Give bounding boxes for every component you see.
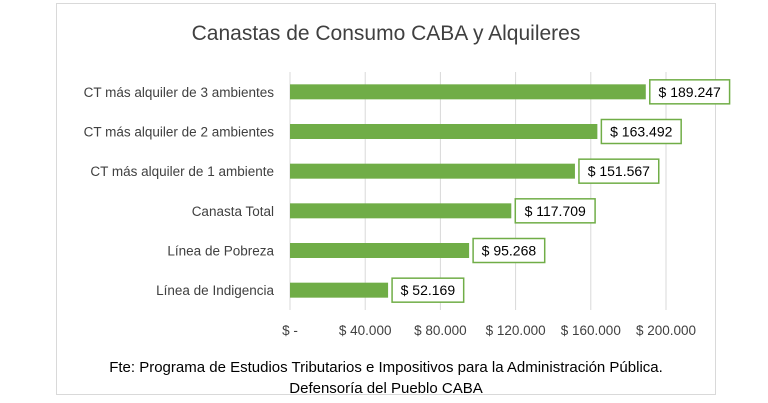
bar [290,282,389,298]
x-axis-tick-labels: $ - $ 40.000 $ 80.000 $ 120.000 $ 160.000 $ 2… [282,323,696,338]
data-labels: $ 189.247 $ 163.492 $ 151.567 $ 117.709 $ 95… [391,79,731,303]
data-label-box [600,118,682,145]
category-label: Canasta Total [192,204,274,219]
x-tick-label: $ 120.000 [486,323,546,338]
bar [290,243,470,258]
data-label: $ 151.567 [588,163,650,179]
source-note-line-2: Defensoría del Pueblo CABA [289,380,482,397]
data-label: $ 163.492 [610,124,672,140]
data-label-box [649,79,731,105]
data-label-box [514,198,596,224]
x-tick-label: $ 40.000 [339,323,392,338]
data-label: $ 52.169 [401,282,456,298]
category-label: CT más alquiler de 2 ambientes [84,125,275,140]
data-label-box [472,237,546,264]
x-tick-label: $ 200.000 [636,323,696,338]
data-label: $ 95.268 [482,243,537,259]
gridlines [289,72,667,310]
bar [290,203,512,219]
bar [290,124,598,139]
x-tick-label: $ 80.000 [414,323,467,338]
data-label: $ 117.709 [525,203,586,219]
category-label: Línea de Indigencia [156,283,274,298]
category-label: CT más alquiler de 1 ambiente [90,164,274,179]
chart-title: Canastas de Consumo CABA y Alquileres [192,22,581,45]
bar [290,163,575,179]
chart-frame [56,3,716,395]
x-tick-label: $ - [282,323,298,338]
bar [290,84,646,100]
category-label: CT más alquiler de 3 ambientes [84,85,275,100]
bars [290,84,646,298]
data-label-box [578,158,660,184]
source-note-line-1: Fte: Programa de Estudios Tributarios e … [109,359,663,376]
x-tick-label: $ 160.000 [561,323,621,338]
data-label: $ 189.247 [659,84,721,100]
category-label: Línea de Pobreza [167,244,274,259]
data-label-box [391,277,465,303]
category-labels: CT más alquiler de 3 ambientes CT más alq… [84,85,275,298]
